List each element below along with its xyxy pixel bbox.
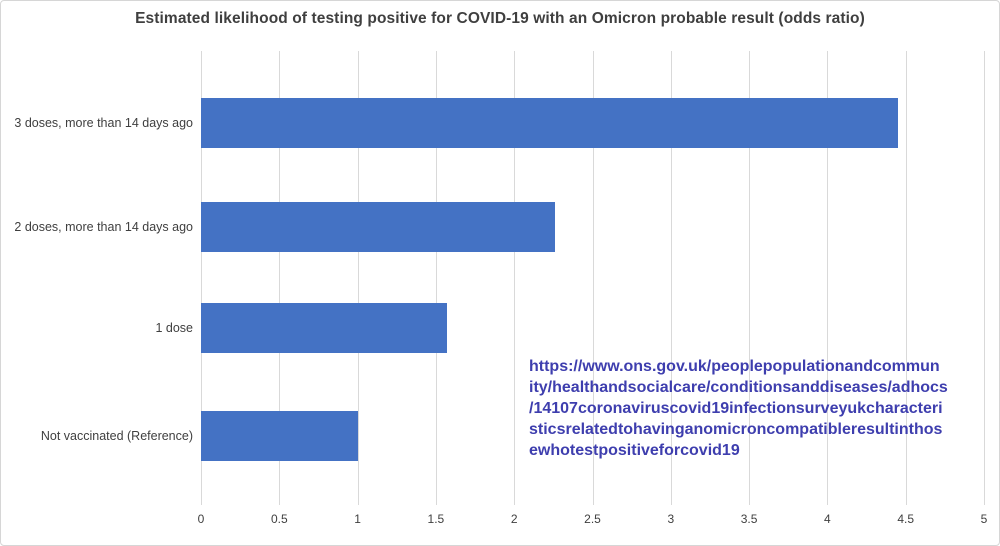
gridline <box>279 51 281 505</box>
source-url-line: /14107coronaviruscovid19infectionsurveyu… <box>529 400 943 417</box>
gridline <box>670 51 672 505</box>
bar-1 <box>201 202 555 252</box>
source-url-line: ewhotestpositiveforcovid19 <box>529 442 740 459</box>
gridline <box>592 51 594 505</box>
gridline <box>905 51 907 505</box>
x-tick-label: 2 <box>510 512 518 526</box>
x-tick-label: 3.5 <box>740 512 758 526</box>
gridline <box>749 51 751 505</box>
plot-area <box>201 51 985 505</box>
gridline <box>357 51 359 505</box>
gridline <box>984 51 985 505</box>
x-tick-label: 4 <box>824 512 831 526</box>
category-label: 3 doses, more than 14 days ago <box>14 116 193 130</box>
x-tick-label: 4.5 <box>897 512 915 526</box>
gridline <box>827 51 829 505</box>
x-tick-label: 0 <box>197 512 205 526</box>
bar-3 <box>201 411 358 461</box>
x-tick-label: 3 <box>667 512 675 526</box>
bar-2 <box>201 303 447 353</box>
category-label: Not vaccinated (Reference) <box>40 429 193 443</box>
x-tick-label: 2.5 <box>584 512 601 526</box>
x-tick-label: 1 <box>354 512 361 526</box>
x-tick-label: 5 <box>980 512 988 526</box>
x-tick-label: 1.5 <box>427 512 445 526</box>
source-url-line: sticsrelatedtohavinganomicroncompatibler… <box>529 421 943 438</box>
bar-0 <box>201 98 898 148</box>
category-label: 2 doses, more than 14 days ago <box>14 220 193 234</box>
source-url-line: https://www.ons.gov.uk/peoplepopulationa… <box>529 358 940 375</box>
category-label: 1 dose <box>155 321 193 335</box>
source-url-link[interactable]: https://www.ons.gov.uk/peoplepopulationa… <box>529 356 994 461</box>
chart-title: Estimated likelihood of testing positive… <box>135 10 865 27</box>
source-url-line: ity/healthandsocialcare/conditionsanddis… <box>529 379 948 396</box>
gridline <box>435 51 437 505</box>
x-tick-label: 0.5 <box>270 512 288 526</box>
gridline <box>201 51 202 505</box>
gridline <box>514 51 516 505</box>
